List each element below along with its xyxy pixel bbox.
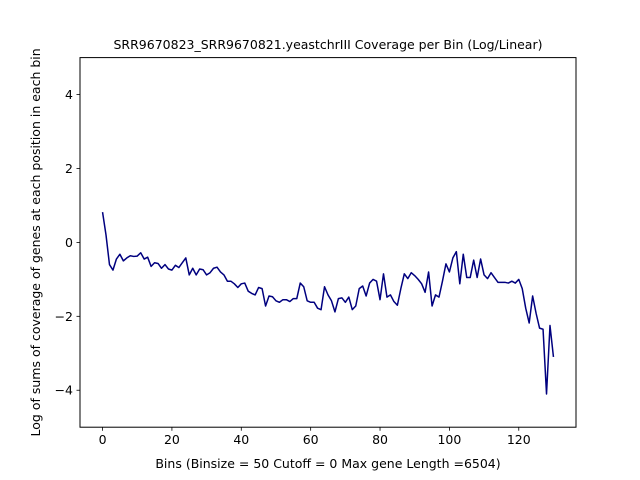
x-tick-label: 100: [437, 432, 461, 447]
x-tick-label: 60: [303, 432, 319, 447]
chart-title: SRR9670823_SRR9670821.yeastchrIII Covera…: [114, 37, 543, 52]
y-tick-label: 2: [65, 161, 73, 176]
y-axis-ticks: −4 −2 0 2 4: [55, 87, 80, 398]
y-tick-label: −2: [55, 309, 73, 324]
y-tick-label: −4: [55, 383, 73, 398]
x-axis-label: Bins (Binsize = 50 Cutoff = 0 Max gene L…: [155, 456, 500, 471]
y-tick-label: 4: [65, 87, 73, 102]
x-tick-label: 80: [372, 432, 388, 447]
x-tick-label: 40: [233, 432, 249, 447]
series-line-0: [101, 211, 555, 395]
x-axis-ticks: 0 20 40 60 80 100 120: [99, 427, 531, 447]
x-tick-label: 120: [507, 432, 531, 447]
y-axis-label: Log of sums of coverage of genes at each…: [28, 48, 43, 436]
series-layer: [101, 211, 555, 395]
y-tick-label: 0: [65, 235, 73, 250]
x-tick-label: 0: [99, 432, 107, 447]
x-tick-label: 20: [164, 432, 180, 447]
